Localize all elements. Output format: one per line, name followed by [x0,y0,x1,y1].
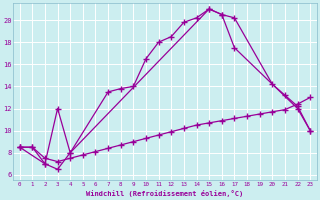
X-axis label: Windchill (Refroidissement éolien,°C): Windchill (Refroidissement éolien,°C) [86,190,244,197]
